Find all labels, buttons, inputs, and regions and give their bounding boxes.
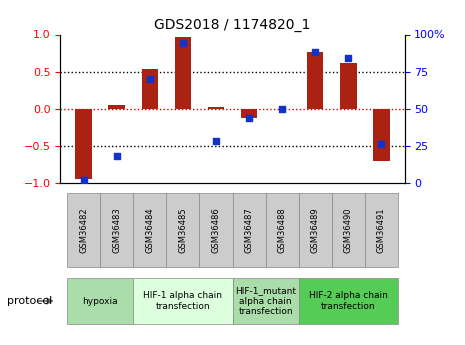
Bar <box>75 109 92 179</box>
Text: GSM36490: GSM36490 <box>344 208 353 253</box>
Bar <box>307 52 324 109</box>
Text: GSM36486: GSM36486 <box>212 207 220 253</box>
Point <box>146 76 153 82</box>
Text: hypoxia: hypoxia <box>82 296 118 306</box>
Text: GSM36485: GSM36485 <box>179 207 187 253</box>
Bar <box>340 63 357 109</box>
Bar <box>208 107 224 109</box>
Text: GSM36484: GSM36484 <box>145 207 154 253</box>
Text: protocol: protocol <box>7 296 52 306</box>
Bar <box>241 109 257 118</box>
Bar <box>373 109 390 161</box>
Point <box>279 106 286 111</box>
Text: GSM36482: GSM36482 <box>79 207 88 253</box>
Point <box>378 141 385 147</box>
Title: GDS2018 / 1174820_1: GDS2018 / 1174820_1 <box>154 18 311 32</box>
Text: GSM36491: GSM36491 <box>377 208 386 253</box>
Point <box>113 154 120 159</box>
Text: HIF-1 alpha chain
transfection: HIF-1 alpha chain transfection <box>143 291 222 311</box>
Bar <box>141 69 158 109</box>
Point <box>246 115 253 120</box>
Text: HIF-1_mutant
alpha chain
transfection: HIF-1_mutant alpha chain transfection <box>235 286 296 316</box>
Text: GSM36488: GSM36488 <box>278 207 286 253</box>
Text: GSM36487: GSM36487 <box>245 207 253 253</box>
Bar <box>174 37 191 109</box>
Point <box>345 56 352 61</box>
Text: GSM36483: GSM36483 <box>112 207 121 253</box>
Point <box>312 50 319 55</box>
Point <box>212 139 219 144</box>
Bar <box>108 105 125 109</box>
Text: GSM36489: GSM36489 <box>311 207 320 253</box>
Point <box>179 41 186 46</box>
Text: HIF-2 alpha chain
transfection: HIF-2 alpha chain transfection <box>309 291 388 311</box>
Point <box>80 177 87 183</box>
